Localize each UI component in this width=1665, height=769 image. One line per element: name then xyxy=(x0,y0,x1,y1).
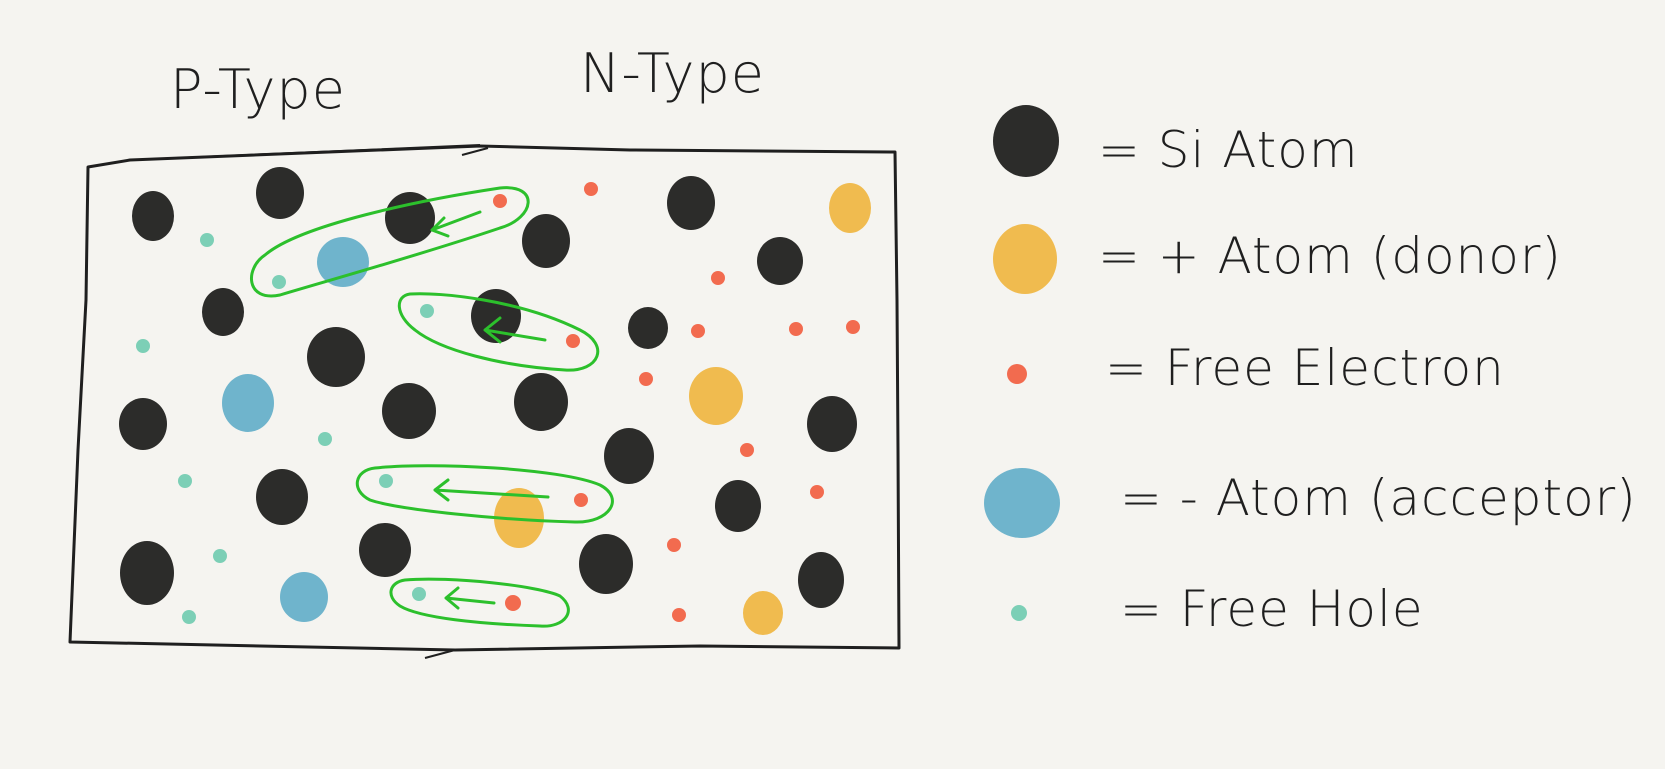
free-electron xyxy=(691,324,705,338)
recombination-loop xyxy=(356,464,614,524)
free-hole xyxy=(318,432,332,446)
recombination-loop xyxy=(250,186,530,298)
si-atom xyxy=(307,327,365,387)
free-electron xyxy=(789,322,803,336)
free-hole xyxy=(200,233,214,247)
acceptor-atoms xyxy=(222,237,369,622)
si-atom xyxy=(132,191,174,241)
free-hole xyxy=(379,474,393,488)
legend-label-acceptor: = - Atom (acceptor) xyxy=(1120,469,1637,527)
free-hole-icon xyxy=(1011,605,1027,621)
si-atoms xyxy=(119,167,857,608)
acceptor-atom xyxy=(280,572,328,622)
si-atom xyxy=(522,214,570,268)
donor-atom xyxy=(689,367,743,425)
free-electron xyxy=(584,182,598,196)
si-atom xyxy=(359,523,411,577)
donor-atom-icon xyxy=(993,224,1057,294)
free-hole xyxy=(412,587,426,601)
recombination-loop xyxy=(397,292,600,372)
arrow-left-icon xyxy=(444,586,496,610)
si-atom-icon xyxy=(993,105,1059,177)
free-electron xyxy=(667,538,681,552)
si-atom xyxy=(715,480,761,532)
free-electron xyxy=(566,334,580,348)
free-electron xyxy=(672,608,686,622)
recombination-loops xyxy=(250,186,614,628)
legend: = Si Atom = + Atom (donor) = Free Electr… xyxy=(984,105,1637,638)
donor-atom xyxy=(829,183,871,233)
legend-label-donor: = + Atom (donor) xyxy=(1098,227,1562,285)
si-atom xyxy=(667,176,715,230)
si-atom xyxy=(120,541,174,605)
free-electron xyxy=(493,194,507,208)
free-electron xyxy=(740,443,754,457)
si-atom xyxy=(628,307,668,349)
si-atom xyxy=(604,428,654,484)
si-atom xyxy=(471,289,521,343)
free-hole xyxy=(182,610,196,624)
free-hole xyxy=(178,474,192,488)
free-holes xyxy=(136,233,434,624)
free-electron xyxy=(711,271,725,285)
recombination-loop xyxy=(389,577,570,628)
legend-label-hole: = Free Hole xyxy=(1120,580,1424,638)
si-atom xyxy=(382,383,436,439)
free-electron xyxy=(810,485,824,499)
arrow-left-icon xyxy=(430,210,482,238)
crystal-box-overstroke xyxy=(129,144,489,659)
si-atom xyxy=(579,534,633,594)
n-type-label: N-Type xyxy=(580,42,765,105)
p-type-label: P-Type xyxy=(170,58,346,121)
si-atom xyxy=(514,373,568,431)
si-atom xyxy=(807,396,857,452)
si-atom xyxy=(385,192,435,244)
free-hole xyxy=(136,339,150,353)
donor-atoms xyxy=(494,183,871,635)
si-atom xyxy=(119,398,167,450)
free-hole xyxy=(213,549,227,563)
si-atom xyxy=(798,552,844,608)
si-atom xyxy=(256,469,308,525)
donor-atom xyxy=(743,591,783,635)
free-electron xyxy=(639,372,653,386)
arrow-left-icon xyxy=(433,478,550,502)
legend-label-electron: = Free Electron xyxy=(1105,339,1505,397)
free-electrons xyxy=(493,182,860,622)
free-electron xyxy=(574,493,588,507)
free-electron-icon xyxy=(1007,364,1027,384)
arrow-left-icon xyxy=(483,316,547,344)
free-electron xyxy=(846,320,860,334)
free-hole xyxy=(272,275,286,289)
si-atom xyxy=(757,237,803,285)
free-electron xyxy=(505,595,521,611)
acceptor-atom xyxy=(222,374,274,432)
si-atom xyxy=(202,288,244,336)
si-atom xyxy=(256,167,304,219)
acceptor-atom xyxy=(317,237,369,287)
crystal-box-outline xyxy=(68,144,901,652)
free-hole xyxy=(420,304,434,318)
acceptor-atom-icon xyxy=(984,468,1060,538)
legend-label-si: = Si Atom xyxy=(1098,121,1359,179)
